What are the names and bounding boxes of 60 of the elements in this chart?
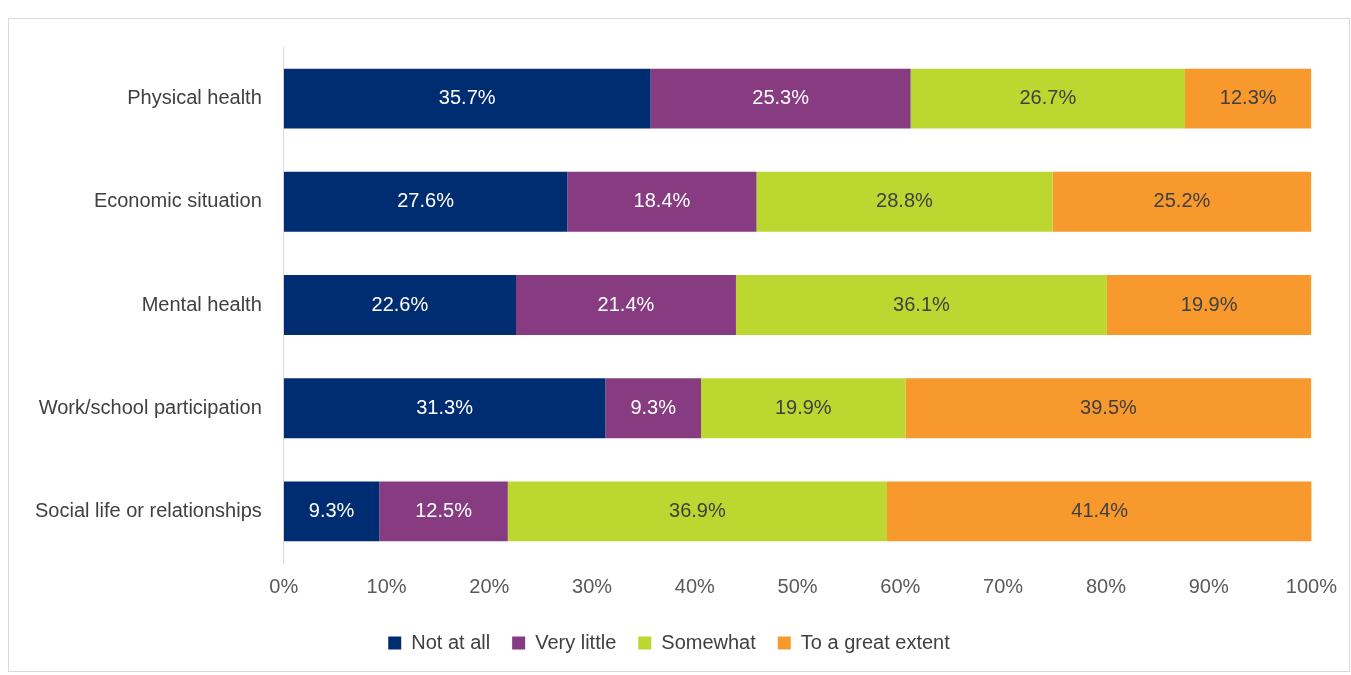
bar xyxy=(735,275,1107,335)
data-label: 27.6% xyxy=(397,189,455,212)
bar xyxy=(887,481,1312,542)
bar xyxy=(605,378,701,439)
data-label: 35.7% xyxy=(438,86,496,109)
data-label: 19.9% xyxy=(774,395,832,418)
bar xyxy=(650,68,911,129)
x-tick-label: 20% xyxy=(469,574,510,597)
bar xyxy=(283,275,517,335)
x-tick-label: 80% xyxy=(1085,574,1127,597)
data-label: 31.3% xyxy=(416,395,474,418)
bar xyxy=(1185,68,1312,129)
bar xyxy=(516,275,736,335)
bar xyxy=(507,481,888,542)
x-tick-label: 60% xyxy=(880,574,921,597)
bar xyxy=(567,171,757,232)
bar xyxy=(701,378,906,439)
data-label: 26.7% xyxy=(1019,86,1077,109)
y-tick-label: Work/school participation xyxy=(38,395,262,418)
legend-label: Somewhat xyxy=(661,630,757,653)
bar xyxy=(283,68,651,129)
legend-label: To a great extent xyxy=(800,630,951,653)
bar xyxy=(1106,275,1312,335)
data-label: 25.3% xyxy=(752,86,810,109)
data-label: 12.5% xyxy=(415,498,473,521)
data-label: 9.3% xyxy=(308,498,355,521)
data-label: 19.9% xyxy=(1180,292,1238,315)
x-tick-label: 90% xyxy=(1188,574,1229,597)
data-label: 39.5% xyxy=(1080,395,1138,418)
x-tick-label: 0% xyxy=(269,574,299,597)
x-tick-label: 50% xyxy=(777,574,818,597)
legend-label: Very little xyxy=(535,630,617,653)
data-label: 36.9% xyxy=(669,498,726,521)
bar xyxy=(905,378,1312,439)
bar xyxy=(283,171,568,232)
y-tick-label: Social life or relationships xyxy=(35,498,262,521)
data-label: 28.8% xyxy=(876,189,934,212)
data-label: 9.3% xyxy=(630,395,677,418)
bar xyxy=(910,68,1186,129)
x-tick-label: 10% xyxy=(366,574,407,597)
data-label: 36.1% xyxy=(893,292,950,315)
legend-label: Not at all xyxy=(411,630,491,653)
bar xyxy=(283,481,380,542)
bar xyxy=(379,481,508,542)
data-label: 21.4% xyxy=(597,292,655,315)
x-tick-label: 30% xyxy=(572,574,613,597)
data-label: 18.4% xyxy=(633,189,691,212)
y-tick-label: Economic situation xyxy=(93,189,262,212)
data-label: 22.6% xyxy=(371,292,429,315)
data-label: 12.3% xyxy=(1219,86,1277,109)
data-label: 25.2% xyxy=(1153,189,1211,212)
x-tick-label: 70% xyxy=(983,574,1024,597)
x-tick-label: 100% xyxy=(1285,574,1338,597)
bar xyxy=(283,378,606,439)
x-tick-label: 40% xyxy=(674,574,716,597)
data-label: 41.4% xyxy=(1071,498,1129,521)
y-tick-label: Mental health xyxy=(141,292,262,315)
y-tick-label: Physical health xyxy=(127,86,262,109)
bar xyxy=(756,171,1053,232)
bar xyxy=(1052,171,1312,232)
